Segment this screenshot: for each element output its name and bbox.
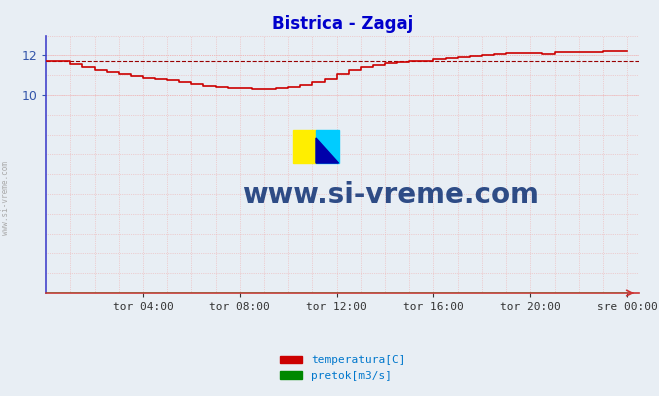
Title: Bistrica - Zagaj: Bistrica - Zagaj <box>272 15 413 33</box>
Polygon shape <box>316 138 339 163</box>
Bar <box>293 129 316 163</box>
Legend: temperatura[C], pretok[m3/s]: temperatura[C], pretok[m3/s] <box>275 351 410 385</box>
Text: www.si-vreme.com: www.si-vreme.com <box>242 181 538 209</box>
Text: www.si-vreme.com: www.si-vreme.com <box>1 161 10 235</box>
Polygon shape <box>316 129 339 163</box>
